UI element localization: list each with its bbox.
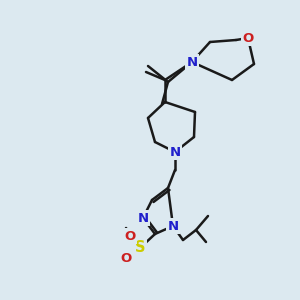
Text: O: O [124, 230, 136, 242]
Text: S: S [135, 241, 145, 256]
Text: N: N [186, 56, 198, 68]
Text: N: N [169, 146, 181, 158]
Text: N: N [167, 220, 178, 232]
Text: N: N [137, 212, 148, 224]
Text: O: O [242, 32, 253, 44]
Text: O: O [120, 251, 132, 265]
